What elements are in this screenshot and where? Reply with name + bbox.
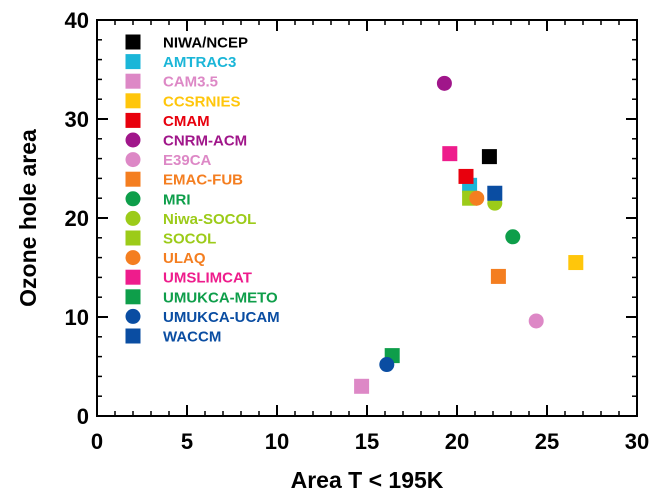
x-tick-label: 15 — [355, 429, 379, 454]
axis-ticks: 0 5 10 15 20 25 30 0 10 20 30 40 — [65, 8, 650, 454]
legend-marker-amtrac3 — [125, 54, 141, 70]
legend-marker-cmam — [125, 112, 141, 128]
legend-item-umukca-ucam: UMUKCA-UCAM — [125, 308, 280, 326]
legend-item-umslimcat: UMSLIMCAT — [125, 269, 252, 287]
legend-marker-niwa-socol — [125, 210, 141, 226]
x-tick-label: 10 — [265, 429, 289, 454]
point-umukca-ucam — [379, 357, 395, 373]
legend-label-umukca-meto: UMUKCA-METO — [163, 289, 278, 306]
legend-label-niwa-socol: Niwa-SOCOL — [163, 211, 256, 228]
legend-item-cmam: CMAM — [125, 112, 210, 130]
legend-item-niwa-ncep: NIWA/NCEP — [125, 34, 248, 52]
point-niwa-ncep — [481, 149, 497, 165]
legend-item-cnrm-acm: CNRM-ACM — [125, 132, 247, 150]
legend-item-niwa-socol: Niwa-SOCOL — [125, 210, 256, 228]
legend-item-e39ca: E39CA — [125, 152, 212, 169]
legend-item-mri: MRI — [125, 191, 191, 208]
legend-label-cam3-5: CAM3.5 — [163, 74, 218, 91]
legend-label-waccm: WACCM — [163, 329, 221, 346]
legend-item-amtrac3: AMTRAC3 — [125, 54, 236, 71]
legend: NIWA/NCEP AMTRAC3 CAM3.5 CCSRNIES CMAM CNRM-A… — [125, 34, 280, 346]
legend-marker-umukca-meto — [125, 289, 141, 305]
legend-label-umslimcat: UMSLIMCAT — [163, 270, 252, 287]
legend-marker-waccm — [125, 328, 141, 344]
point-ulaq — [469, 190, 485, 206]
legend-item-umukca-meto: UMUKCA-METO — [125, 289, 278, 306]
legend-marker-niwa-ncep — [125, 34, 141, 50]
y-tick-label: 40 — [65, 8, 89, 33]
point-cnrm-acm — [436, 75, 452, 91]
legend-marker-e39ca — [125, 152, 141, 168]
legend-marker-umslimcat — [125, 269, 141, 285]
x-tick-label: 30 — [625, 429, 649, 454]
legend-label-socol: SOCOL — [163, 231, 216, 248]
x-axis-title: Area T < 195K — [291, 467, 444, 493]
legend-marker-ccsrnies — [125, 93, 141, 109]
point-mri — [505, 229, 521, 245]
legend-item-ccsrnies: CCSRNIES — [125, 93, 241, 110]
legend-label-niwa-ncep: NIWA/NCEP — [163, 35, 248, 52]
legend-item-emac-fub: EMAC-FUB — [125, 171, 243, 189]
legend-marker-socol — [125, 230, 141, 246]
legend-marker-cnrm-acm — [125, 132, 141, 148]
legend-marker-cam3-5 — [125, 73, 141, 89]
legend-item-cam3-5: CAM3.5 — [125, 73, 218, 91]
legend-item-socol: SOCOL — [125, 230, 216, 248]
x-tick-label: 20 — [445, 429, 469, 454]
legend-label-cnrm-acm: CNRM-ACM — [163, 133, 247, 150]
x-tick-label: 5 — [181, 429, 193, 454]
legend-marker-ulaq — [125, 250, 141, 266]
y-tick-label: 30 — [65, 107, 89, 132]
point-e39ca — [528, 313, 544, 329]
legend-marker-mri — [125, 191, 141, 207]
point-umslimcat — [442, 146, 458, 162]
data-points — [354, 75, 584, 394]
x-tick-label: 25 — [535, 429, 559, 454]
legend-marker-emac-fub — [125, 171, 141, 187]
plot-frame — [96, 19, 638, 417]
point-emac-fub — [490, 268, 506, 284]
legend-marker-umukca-ucam — [125, 308, 141, 324]
point-cam3-5 — [354, 378, 370, 394]
legend-label-e39ca: E39CA — [163, 152, 212, 169]
point-cmam — [458, 168, 474, 184]
y-tick-label: 20 — [65, 206, 89, 231]
x-tick-label: 0 — [91, 429, 103, 454]
legend-label-emac-fub: EMAC-FUB — [163, 172, 243, 189]
legend-label-ccsrnies: CCSRNIES — [163, 93, 241, 110]
legend-label-cmam: CMAM — [163, 113, 210, 130]
legend-label-umukca-ucam: UMUKCA-UCAM — [163, 309, 280, 326]
legend-label-mri: MRI — [163, 191, 191, 208]
legend-label-amtrac3: AMTRAC3 — [163, 54, 236, 71]
y-tick-label: 0 — [77, 404, 89, 429]
legend-label-ulaq: ULAQ — [163, 250, 206, 267]
legend-item-waccm: WACCM — [125, 328, 221, 346]
point-waccm — [487, 185, 503, 201]
point-ccsrnies — [568, 255, 584, 271]
y-axis-title: Ozone hole area — [15, 129, 41, 307]
y-tick-label: 10 — [65, 305, 89, 330]
legend-item-ulaq: ULAQ — [125, 250, 206, 267]
